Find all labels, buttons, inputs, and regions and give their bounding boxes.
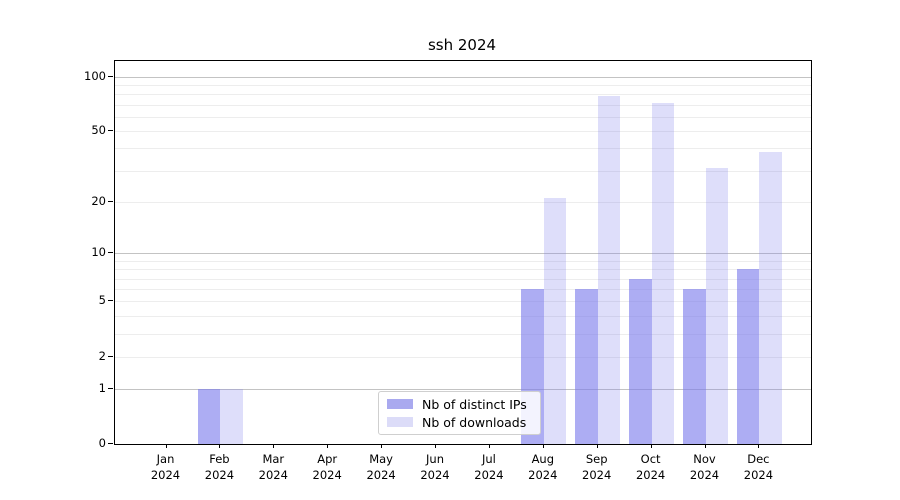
bars-layer <box>115 61 811 444</box>
gridline-major <box>115 253 811 255</box>
gridline-minor <box>115 131 811 133</box>
gridline-minor <box>115 289 811 291</box>
legend-item-downloads: Nb of downloads <box>387 415 540 430</box>
x-tick-mark <box>435 444 436 448</box>
legend-label-distinct-ips: Nb of distinct IPs <box>422 396 527 412</box>
chart-title: ssh 2024 <box>427 36 497 54</box>
plot-area <box>114 60 812 445</box>
x-tick-label: Dec 2024 <box>743 452 774 482</box>
x-tick-label: Sep 2024 <box>582 452 612 482</box>
x-tick-mark <box>273 444 275 448</box>
x-tick-label: Nov 2024 <box>689 452 720 482</box>
legend-swatch-distinct-ips <box>387 399 413 409</box>
x-tick-label: Jan 2024 <box>150 452 181 482</box>
gridline-minor <box>115 85 811 86</box>
legend-label-downloads: Nb of downloads <box>422 414 527 430</box>
x-tick-label: Jul 2024 <box>474 452 504 482</box>
legend-item-distinct-ips: Nb of distinct IPs <box>387 397 540 412</box>
gridline-minor <box>115 170 811 172</box>
gridline-minor <box>115 269 811 271</box>
gridline-minor <box>115 333 811 335</box>
gridline-minor <box>115 148 811 150</box>
x-tick-mark <box>704 444 706 448</box>
x-tick-mark <box>165 444 167 448</box>
x-tick-mark <box>596 444 598 448</box>
bar-nb-of-distinct-ips-feb <box>197 388 221 444</box>
gridline-major <box>115 76 811 78</box>
y-tick-label: 50 <box>91 123 106 138</box>
bar-nb-of-downloads-dec <box>759 152 782 444</box>
x-tick-label: Apr 2024 <box>312 452 342 482</box>
y-tick-label: 0 <box>98 436 106 450</box>
y-tick-label: 1 <box>98 380 106 395</box>
x-tick-label: May 2024 <box>366 452 396 482</box>
x-tick-label: Mar 2024 <box>258 452 288 482</box>
bar-nb-of-distinct-ips-nov <box>683 289 706 444</box>
y-tick-mark <box>108 75 113 77</box>
gridline-minor <box>115 278 811 280</box>
x-tick-mark <box>542 444 544 448</box>
legend-box: Nb of distinct IPs Nb of downloads <box>378 391 541 435</box>
x-tick-mark <box>758 444 760 448</box>
x-tick-label: Feb 2024 <box>204 452 235 482</box>
y-tick-mark <box>108 387 113 389</box>
y-tick-mark <box>108 443 113 444</box>
gridline-minor <box>115 94 811 96</box>
bar-nb-of-downloads-feb <box>220 388 243 444</box>
gridlines-layer <box>115 61 811 444</box>
bar-nb-of-distinct-ips-oct <box>629 278 652 444</box>
y-tick-mark <box>108 252 113 254</box>
gridline-minor <box>115 301 811 303</box>
y-tick-label: 20 <box>91 193 106 208</box>
gridline-minor <box>115 116 811 118</box>
x-tick-label: Oct 2024 <box>635 452 666 482</box>
gridline-minor <box>115 315 811 317</box>
bar-nb-of-downloads-nov <box>705 168 728 444</box>
y-tick-mark <box>108 130 113 132</box>
gridline-minor <box>115 201 811 203</box>
gridline-minor <box>115 260 811 262</box>
y-tick-mark <box>108 300 113 302</box>
x-tick-label: Aug 2024 <box>528 452 558 482</box>
y-tick-label: 10 <box>91 245 106 260</box>
y-tick-label: 2 <box>98 348 106 363</box>
y-tick-mark <box>108 200 113 202</box>
x-tick-label: Jun 2024 <box>420 452 450 482</box>
x-tick-mark <box>650 444 652 448</box>
x-tick-mark <box>381 444 383 448</box>
x-tick-mark <box>219 444 221 448</box>
y-tick-mark <box>108 355 113 357</box>
bar-nb-of-distinct-ips-dec <box>736 269 760 444</box>
bar-nb-of-downloads-oct <box>651 102 675 444</box>
legend-swatch-downloads <box>387 417 413 427</box>
x-tick-mark <box>327 444 329 448</box>
y-tick-label: 5 <box>98 293 106 308</box>
bar-nb-of-downloads-aug <box>543 198 567 444</box>
x-tick-mark <box>488 444 490 448</box>
bar-nb-of-downloads-sep <box>597 96 621 444</box>
bar-nb-of-distinct-ips-sep <box>575 289 598 444</box>
gridline-major <box>115 388 811 390</box>
gridline-minor <box>115 356 811 358</box>
y-tick-label: 100 <box>84 68 106 83</box>
gridline-minor <box>115 104 811 106</box>
